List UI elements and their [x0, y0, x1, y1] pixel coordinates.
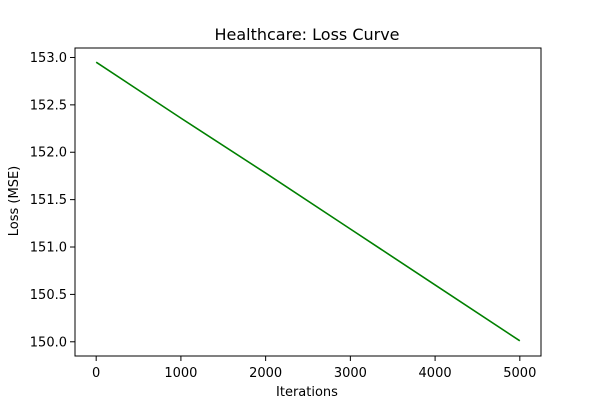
- chart-title: Healthcare: Loss Curve: [214, 25, 399, 44]
- y-tick-label: 150.5: [30, 288, 67, 303]
- y-tick-label: 151.0: [30, 241, 67, 256]
- x-tick-label: 5000: [503, 366, 536, 381]
- y-tick-label: 152.0: [30, 146, 67, 161]
- x-tick-label: 1000: [164, 366, 197, 381]
- y-tick-label: 150.0: [30, 335, 67, 350]
- y-tick-label: 153.0: [30, 51, 67, 66]
- x-axis-label: Iterations: [276, 385, 338, 400]
- x-tick-label: 4000: [419, 366, 452, 381]
- y-tick-label: 152.5: [30, 98, 67, 113]
- x-tick-label: 2000: [249, 366, 282, 381]
- y-axis-label: Loss (MSE): [7, 166, 22, 236]
- y-tick-label: 151.5: [30, 193, 67, 208]
- loss-line: [95, 61, 521, 342]
- x-tick-label: 0: [92, 366, 100, 381]
- x-tick-label: 3000: [334, 366, 367, 381]
